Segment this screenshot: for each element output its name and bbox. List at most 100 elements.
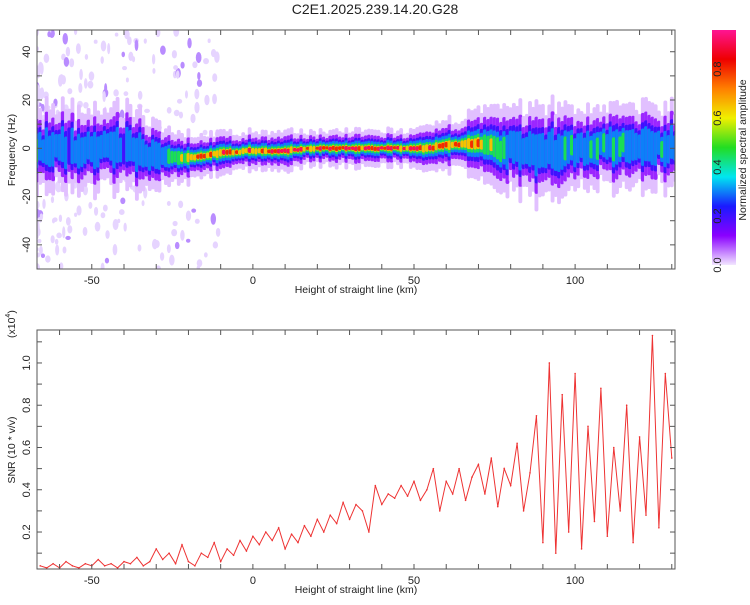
snr-point xyxy=(65,560,67,563)
spectrogram-noise-speckle xyxy=(56,232,62,239)
spectrogram-cell xyxy=(157,142,162,170)
spectrogram-cell xyxy=(254,148,259,155)
spectrogram-cell xyxy=(553,139,558,171)
snr-y-tick-label: 1.0 xyxy=(21,355,33,370)
snr-point xyxy=(664,372,667,375)
snr-point xyxy=(277,526,280,529)
spectrogram-cell xyxy=(350,146,355,150)
spectrogram-noise-speckle xyxy=(104,257,110,264)
snr-point xyxy=(200,552,203,554)
spectrogram-noise-speckle xyxy=(67,225,73,234)
snr-point xyxy=(103,565,106,567)
spectrogram-cell xyxy=(267,149,271,154)
spectrogram-noise-speckle xyxy=(194,101,200,114)
spectrogram-noise-speckle xyxy=(105,230,110,239)
spectrogram-noise-speckle xyxy=(172,220,178,227)
spectrogram-noise-speckle xyxy=(65,235,71,241)
spectrogram-cell xyxy=(531,133,536,166)
spectrogram-cell xyxy=(131,137,136,162)
spectrogram-cell xyxy=(589,140,594,159)
spectrogram-noise-speckle xyxy=(203,252,208,258)
spectrogram-noise-speckle xyxy=(87,80,94,89)
snr-point xyxy=(471,476,473,478)
spectrogram-cell xyxy=(492,135,497,158)
spectrogram-cell xyxy=(80,137,85,168)
spectrogram-noise-speckle xyxy=(175,70,180,79)
spectrogram-noise-speckle xyxy=(134,39,139,52)
snr-point xyxy=(464,499,467,502)
spectrogram-cell xyxy=(386,146,391,150)
spectrogram-noise-speckle xyxy=(197,71,201,81)
spectrogram-cell xyxy=(611,137,616,162)
spectrogram-noise-speckle xyxy=(62,226,66,239)
spectrogram-noise-speckle xyxy=(39,245,43,255)
snr-point xyxy=(542,541,544,544)
spectrogram-noise-speckle xyxy=(137,244,142,252)
spectrogram-noise-speckle xyxy=(76,205,82,216)
spectrogram-cell xyxy=(644,126,648,162)
spectrogram-noise-speckle xyxy=(65,46,71,57)
spectrogram-cell xyxy=(173,151,178,163)
spectrogram-cell xyxy=(225,150,230,155)
spectrogram-cell xyxy=(125,126,130,162)
spectrogram-cell xyxy=(73,140,78,164)
spectrogram-cell xyxy=(328,147,333,151)
snr-point xyxy=(355,503,357,506)
spectrogram-noise-speckle xyxy=(123,91,129,97)
snr-point xyxy=(361,510,364,512)
spectrogram-noise-speckle xyxy=(173,109,180,117)
spectrogram-cell xyxy=(47,135,52,168)
spectrogram-cell xyxy=(431,145,436,151)
snr-point xyxy=(239,539,241,542)
spectrogram-heatmap xyxy=(37,30,675,269)
spectrogram-noise-speckle xyxy=(118,209,125,216)
spectrogram-cell xyxy=(434,142,439,151)
spectrogram-noise-speckle xyxy=(123,222,127,232)
snr-point xyxy=(322,531,325,533)
spectrogram-noise-speckle xyxy=(102,204,108,212)
spectrogram-noise-speckle xyxy=(37,220,40,230)
spectrogram-cell xyxy=(289,146,294,154)
spectrogram-cell xyxy=(141,138,146,168)
spectrogram-cell xyxy=(602,133,607,153)
spectrogram-noise-speckle xyxy=(112,219,119,231)
spectrogram-cell xyxy=(273,149,278,154)
snr-point xyxy=(45,567,48,569)
spectrogram-noise-speckle xyxy=(202,129,208,136)
snr-point xyxy=(181,543,183,546)
snr-x-tick-label: 100 xyxy=(566,575,584,587)
spectrogram-cell xyxy=(199,153,204,159)
spectrogram-cell xyxy=(470,140,474,148)
snr-point xyxy=(490,457,493,459)
snr-point xyxy=(380,503,383,506)
spectrogram-cell xyxy=(105,133,110,158)
spectrogram-noise-speckle xyxy=(88,71,95,81)
snr-point xyxy=(161,558,164,561)
spectrogram-cell xyxy=(569,134,574,156)
spectrogram-noise-speckle xyxy=(65,216,71,226)
spectrogram-cell xyxy=(586,130,590,165)
spectrogram-noise-speckle xyxy=(195,52,202,64)
snr-point xyxy=(335,522,338,525)
spectrogram-cell xyxy=(621,132,626,153)
spectrogram-cell xyxy=(99,134,104,160)
spectrogram-noise-speckle xyxy=(52,217,58,223)
spectrogram-cell xyxy=(653,132,658,166)
spectrogram-cell xyxy=(60,126,65,163)
snr-point xyxy=(419,499,422,502)
spectrogram-cell xyxy=(196,154,201,159)
spectrogram-cell xyxy=(115,126,120,163)
snr-y-tick-label: 0.8 xyxy=(21,398,33,413)
spectrogram-cell xyxy=(663,130,668,168)
spectrogram-cell xyxy=(138,132,143,166)
snr-point xyxy=(548,362,551,364)
snr-x-label: Height of straight line (km) xyxy=(295,584,418,596)
colorbar xyxy=(712,30,736,265)
snr-point xyxy=(123,560,125,563)
snr-point xyxy=(78,567,80,569)
spectrogram-cell xyxy=(579,132,584,158)
spectrogram-noise-speckle xyxy=(37,228,41,236)
snr-point xyxy=(387,493,390,495)
spectrogram-noise-speckle xyxy=(137,90,143,100)
snr-point xyxy=(129,562,132,565)
